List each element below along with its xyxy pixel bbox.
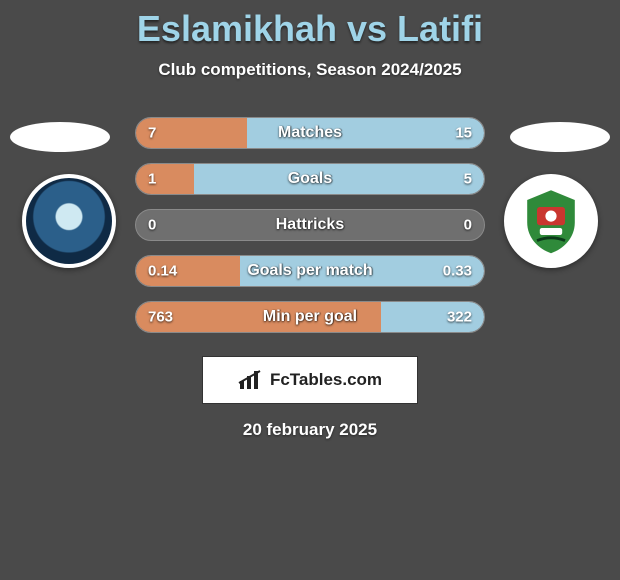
stat-row-matches: 7 Matches 15 [135,117,485,149]
stat-row-gpm: 0.14 Goals per match 0.33 [135,255,485,287]
stat-bar-right [194,164,484,194]
page-title: Eslamikhah vs Latifi [0,0,620,50]
stat-value-right: 0 [464,217,472,234]
stat-value-left: 763 [148,309,173,326]
player-right-name-plate [510,122,610,152]
brand-text: FcTables.com [270,370,382,390]
infographic-date: 20 february 2025 [0,420,620,440]
stat-label: Hattricks [276,216,344,234]
stat-value-left: 7 [148,125,156,142]
stat-row-mpg: 763 Min per goal 322 [135,301,485,333]
stat-row-hattricks: 0 Hattricks 0 [135,209,485,241]
stat-label: Goals [288,170,332,188]
stat-value-right: 5 [464,171,472,188]
stats-container: 7 Matches 15 1 Goals 5 0 Hattricks 0 0.1… [135,117,485,347]
stat-label: Goals per match [247,262,372,280]
stat-value-left: 0 [148,217,156,234]
stat-row-goals: 1 Goals 5 [135,163,485,195]
stat-value-left: 0.14 [148,263,177,280]
stat-value-right: 0.33 [443,263,472,280]
stat-value-right: 15 [455,125,472,142]
player-left-name-plate [10,122,110,152]
club-logo-right [504,174,598,268]
shield-emblem-icon [516,186,586,256]
stat-label: Matches [278,124,342,142]
bar-chart-icon [238,369,264,391]
stat-label: Min per goal [263,308,357,326]
stat-value-left: 1 [148,171,156,188]
brand-badge[interactable]: FcTables.com [202,356,418,404]
stat-bar-left [136,164,194,194]
club-logo-left [22,174,116,268]
stat-value-right: 322 [447,309,472,326]
subtitle: Club competitions, Season 2024/2025 [0,60,620,80]
